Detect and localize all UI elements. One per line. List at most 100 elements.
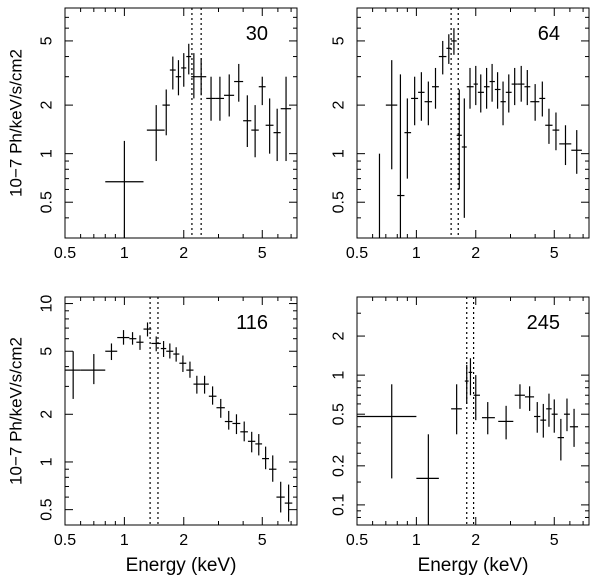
data-point <box>551 399 558 433</box>
data-point <box>200 375 209 394</box>
data-point <box>146 105 165 162</box>
data-point <box>524 70 531 106</box>
data-point <box>117 330 130 345</box>
data-point <box>404 98 412 179</box>
x-tick-label: 2 <box>179 245 188 262</box>
x-tick-label: 1 <box>120 532 129 549</box>
data-point <box>466 67 474 109</box>
data-point <box>494 72 501 109</box>
data-point <box>273 108 281 162</box>
data-point <box>186 361 194 378</box>
data-point <box>357 384 417 479</box>
y-tick-label: 5 <box>331 36 348 45</box>
x-tick-label: 5 <box>258 245 267 262</box>
y-tick-label: 1 <box>331 149 348 158</box>
data-point <box>563 398 570 432</box>
x-tick-label: 0.5 <box>54 532 76 549</box>
data-point <box>166 343 174 359</box>
data-point <box>514 384 525 409</box>
data-point <box>216 398 225 418</box>
data-point <box>451 384 462 435</box>
plot-frame <box>64 296 298 526</box>
x-tick-label: 1 <box>120 245 129 262</box>
data-point <box>461 98 467 218</box>
data-point <box>247 431 256 453</box>
plot-frame <box>356 7 590 239</box>
data-point <box>276 481 285 513</box>
x-tick-label: 0.5 <box>346 532 368 549</box>
data-point <box>498 405 514 440</box>
data-point <box>232 414 241 435</box>
data-point <box>569 408 579 447</box>
data-point <box>500 81 506 126</box>
data-point <box>280 76 292 162</box>
data-point <box>473 375 480 421</box>
x-tick-label: 5 <box>550 245 559 262</box>
data-point <box>251 105 259 158</box>
y-axis-label: 10−7 Ph/keV/s/cm2 <box>7 337 26 485</box>
y-tick-label: 1 <box>331 371 348 380</box>
x-tick-label: 0.5 <box>54 245 76 262</box>
data-point <box>477 74 484 113</box>
y-tick-label: 0.2 <box>331 455 348 477</box>
data-point <box>179 355 187 372</box>
y-tick-label: 2 <box>331 101 348 110</box>
data-point <box>464 364 469 404</box>
data-point <box>418 72 425 121</box>
data-point <box>559 125 572 166</box>
data-point <box>385 60 398 170</box>
y-tick-label: 1 <box>39 457 56 466</box>
y-tick-label: 2 <box>331 332 348 341</box>
data-point <box>136 335 144 350</box>
data-point <box>397 74 405 238</box>
y-tick-label: 0.5 <box>331 403 348 425</box>
data-point <box>505 74 512 113</box>
data-point <box>162 89 170 136</box>
data-point <box>65 351 81 399</box>
data-point <box>432 67 439 109</box>
data-point <box>215 76 225 121</box>
x-axis-label: Energy (keV) <box>418 555 529 576</box>
data-point <box>169 56 176 90</box>
data-point <box>206 76 216 121</box>
data-point <box>557 418 564 461</box>
x-tick-label: 2 <box>179 532 188 549</box>
x-tick-label: 5 <box>258 532 267 549</box>
data-point <box>545 108 553 144</box>
x-tick-label: 0.5 <box>346 245 368 262</box>
data-point <box>80 354 106 385</box>
data-point <box>193 375 201 394</box>
data-point <box>517 65 525 102</box>
panel-label: 30 <box>246 23 268 45</box>
data-point <box>411 76 419 126</box>
x-tick-label: 1 <box>412 532 421 549</box>
data-point <box>265 98 274 154</box>
x-axis-label: Energy (keV) <box>126 555 237 576</box>
data-point <box>571 130 582 174</box>
data-point <box>451 28 457 55</box>
data-point <box>105 343 118 361</box>
data-point <box>511 67 518 106</box>
y-tick-label: 0.1 <box>331 494 348 516</box>
data-point <box>258 76 266 106</box>
data-point <box>539 81 546 117</box>
y-tick-label: 1 <box>39 149 56 158</box>
data-point <box>416 434 439 525</box>
y-tick-label: 0.5 <box>331 191 348 213</box>
data-point <box>105 140 144 238</box>
y-tick-label: 2 <box>39 101 56 110</box>
data-point <box>196 58 207 96</box>
data-point <box>129 332 137 345</box>
data-point <box>175 60 182 96</box>
y-axis-label: 10−7 Ph/keV/s/cm2 <box>7 49 26 197</box>
data-point <box>456 89 462 190</box>
data-point <box>489 63 495 102</box>
data-point <box>468 358 473 396</box>
data-point <box>473 65 478 106</box>
data-point <box>143 322 152 337</box>
data-point <box>191 53 197 99</box>
data-point <box>151 336 161 352</box>
panel-label: 245 <box>527 312 560 334</box>
data-point <box>173 347 180 362</box>
